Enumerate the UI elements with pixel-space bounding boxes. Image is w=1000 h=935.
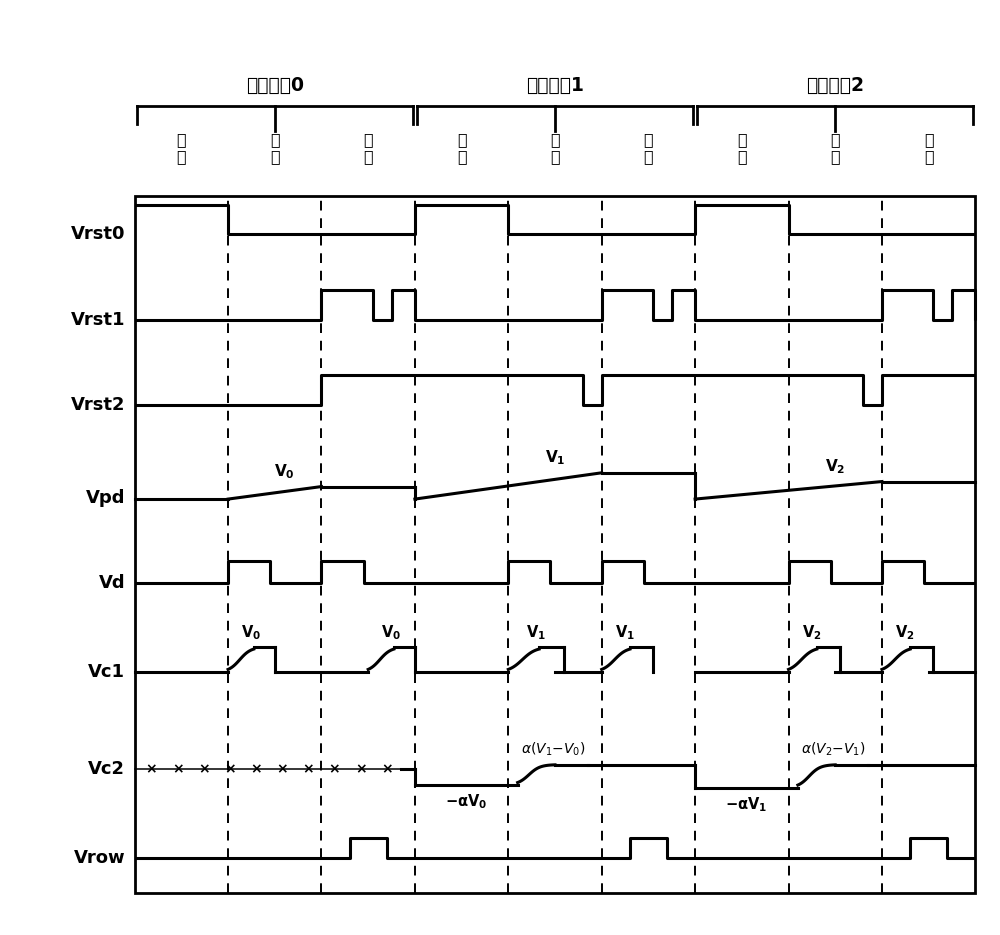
Text: ×: × [146,762,157,776]
Text: $\mathbf{V_2}$: $\mathbf{V_2}$ [802,623,822,641]
Text: 感光周期0: 感光周期0 [246,76,304,94]
Text: $\alpha(V_1\mathrm{-}V_0)$: $\alpha(V_1\mathrm{-}V_0)$ [521,741,585,758]
Text: ×: × [172,762,183,776]
Text: 复
位: 复 位 [177,132,186,165]
Text: 复
位: 复 位 [737,132,747,165]
Text: $\mathbf{V_1}$: $\mathbf{V_1}$ [545,449,565,468]
Text: 感光周期1: 感光周期1 [526,76,584,94]
Text: 读
出: 读 出 [644,132,653,165]
Text: 曝
光: 曝 光 [550,132,560,165]
Text: ×: × [276,762,288,776]
Text: ×: × [355,762,367,776]
Text: ×: × [250,762,262,776]
Text: Vrst2: Vrst2 [71,396,125,414]
Text: Vpd: Vpd [86,489,125,507]
Text: ×: × [198,762,210,776]
Bar [135,195,975,893]
Text: $\mathbf{-\alpha V_0}$: $\mathbf{-\alpha V_0}$ [445,792,487,811]
Text: ×: × [224,762,236,776]
Text: $\alpha(V_2\mathrm{-}V_1)$: $\alpha(V_2\mathrm{-}V_1)$ [801,741,866,758]
Text: 读
出: 读 出 [363,132,373,165]
Text: 读
出: 读 出 [924,132,933,165]
Text: $\mathbf{V_1}$: $\mathbf{V_1}$ [615,623,635,641]
Text: $\mathbf{V_0}$: $\mathbf{V_0}$ [241,623,261,641]
Text: $\mathbf{V_0}$: $\mathbf{V_0}$ [381,623,402,641]
Text: Vc1: Vc1 [88,663,125,682]
Text: $\mathbf{-\alpha V_1}$: $\mathbf{-\alpha V_1}$ [725,795,768,813]
Text: 曝
光: 曝 光 [830,132,840,165]
Text: ×: × [329,762,340,776]
Text: Vrow: Vrow [74,849,125,867]
Text: Vrst1: Vrst1 [71,310,125,328]
Text: Vd: Vd [99,574,125,592]
Text: $\mathbf{V_0}$: $\mathbf{V_0}$ [274,463,295,482]
Text: Vc2: Vc2 [88,760,125,778]
Text: 曝
光: 曝 光 [270,132,280,165]
Text: $\mathbf{V_2}$: $\mathbf{V_2}$ [895,623,915,641]
Text: Vrst0: Vrst0 [71,225,125,243]
Text: $\mathbf{V_1}$: $\mathbf{V_1}$ [526,623,546,641]
Text: 复
位: 复 位 [457,132,466,165]
Text: 感光周期2: 感光周期2 [806,76,864,94]
Text: ×: × [303,762,314,776]
Text: $\mathbf{V_2}$: $\mathbf{V_2}$ [825,457,845,476]
Text: ×: × [381,762,393,776]
